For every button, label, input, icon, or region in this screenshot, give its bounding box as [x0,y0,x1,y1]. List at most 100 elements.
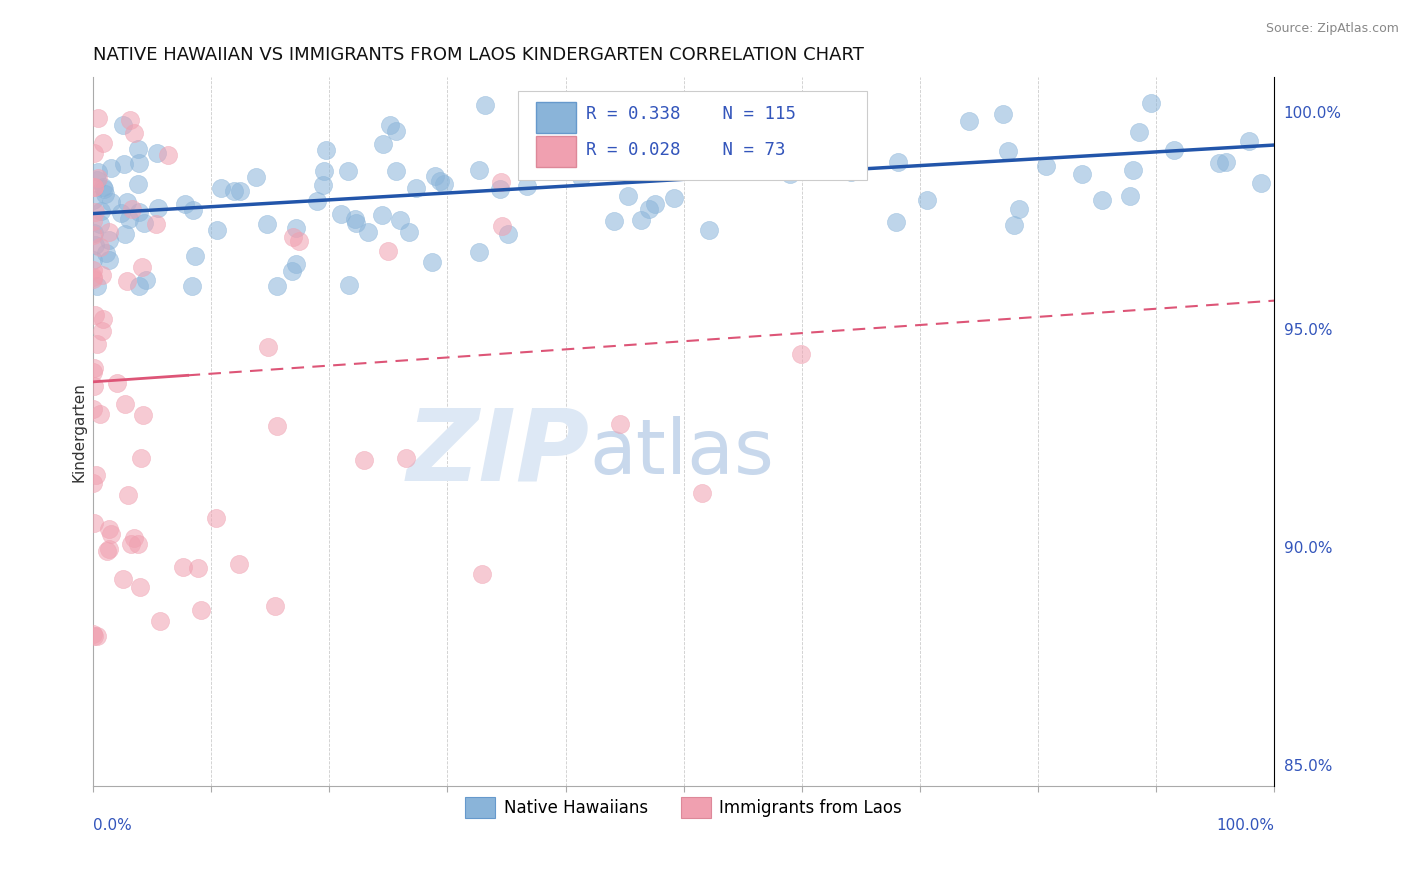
FancyBboxPatch shape [519,91,866,180]
Point [957,114,980,128]
FancyBboxPatch shape [536,102,576,133]
Point [398,225,420,239]
Point [228,558,250,572]
Point [97,225,120,239]
Point [82,227,104,242]
Point [82,365,104,379]
Point [839,165,862,179]
Point [156,148,179,162]
Point [630,212,652,227]
Point [384,124,406,138]
Point [620,115,643,129]
Point [112,157,135,171]
Point [915,194,938,208]
Point [86,112,108,126]
Point [83,179,105,194]
Point [115,194,138,209]
Point [423,169,446,184]
Point [637,202,659,216]
Point [118,113,141,128]
Point [263,599,285,613]
Point [91,312,114,326]
Point [491,219,513,233]
Point [669,100,692,114]
Point [82,269,104,284]
Point [89,407,111,421]
Point [110,206,132,220]
Point [433,178,456,192]
Point [688,95,710,110]
Text: R = 0.028    N = 73: R = 0.028 N = 73 [586,141,785,159]
Point [83,226,105,240]
Point [91,136,114,150]
Point [617,189,640,203]
Point [312,178,335,192]
Point [82,193,104,207]
Point [697,223,720,237]
Point [86,278,108,293]
Point [128,278,150,293]
Point [644,197,666,211]
Point [86,173,108,187]
Point [115,274,138,288]
Point [1070,167,1092,181]
Point [82,213,104,227]
Point [86,629,108,643]
Point [146,201,169,215]
Point [146,146,169,161]
Point [82,271,104,285]
Point [516,178,538,193]
Point [84,308,107,322]
Point [98,522,121,536]
Point [997,144,1019,158]
Point [148,614,170,628]
Point [468,244,491,259]
Point [1119,188,1142,202]
Point [569,169,592,184]
Point [619,134,641,148]
Point [131,451,153,466]
Point [87,171,110,186]
Point [84,204,107,219]
Point [498,227,520,241]
Point [205,223,228,237]
Point [205,511,228,525]
Point [330,207,353,221]
Point [97,541,120,556]
Point [89,239,111,253]
Point [135,273,157,287]
Point [1002,218,1025,232]
Point [245,169,267,184]
Point [98,233,121,247]
Point [90,324,112,338]
Point [89,217,111,231]
Point [991,107,1014,121]
Point [87,165,110,179]
Point [1250,177,1272,191]
Point [257,340,280,354]
Point [83,238,105,252]
Point [131,260,153,274]
Point [314,164,336,178]
Point [575,95,598,110]
Point [1215,155,1237,169]
Point [82,262,104,277]
Point [357,225,380,239]
Point [471,567,494,582]
Point [121,202,143,216]
Point [1163,143,1185,157]
Point [187,561,209,575]
Point [662,191,685,205]
Y-axis label: Kindergarten: Kindergarten [72,382,86,482]
Point [128,156,150,170]
Point [266,419,288,434]
Point [127,142,149,156]
Point [467,162,489,177]
Point [90,268,112,282]
Point [83,378,105,392]
Point [1237,134,1260,148]
Point [378,119,401,133]
Point [1091,194,1114,208]
Point [114,227,136,241]
Point [96,543,118,558]
